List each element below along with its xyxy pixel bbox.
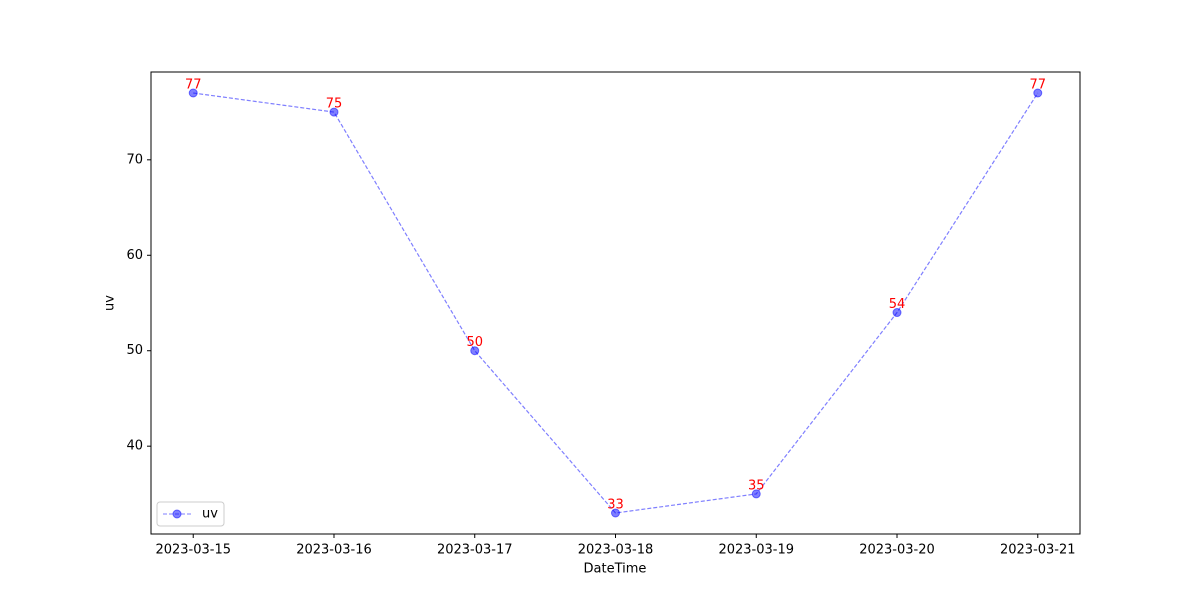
y-tick-label: 70 bbox=[126, 152, 143, 167]
legend-label: uv bbox=[202, 507, 218, 522]
legend-marker bbox=[172, 509, 182, 519]
value-label: 54 bbox=[889, 297, 906, 312]
y-tick-label: 60 bbox=[126, 248, 143, 263]
y-tick-label: 40 bbox=[126, 439, 143, 454]
value-label: 77 bbox=[1029, 78, 1046, 93]
x-tick-label: 2023-03-16 bbox=[296, 543, 372, 558]
point bbox=[329, 107, 339, 117]
point bbox=[188, 88, 198, 98]
point bbox=[751, 489, 761, 499]
x-tick-label: 2023-03-20 bbox=[859, 543, 935, 558]
value-label: 75 bbox=[326, 97, 343, 112]
point bbox=[470, 346, 480, 356]
point bbox=[611, 508, 620, 518]
value-label: 35 bbox=[748, 478, 765, 493]
point bbox=[892, 308, 902, 318]
plot-frame bbox=[150, 71, 1081, 535]
y-tick-label: 50 bbox=[126, 343, 143, 358]
y-axis-label: uv bbox=[103, 295, 118, 311]
x-tick-label: 2023-03-21 bbox=[1000, 543, 1076, 558]
x-axis-label: DateTime bbox=[584, 562, 647, 577]
value-label: 77 bbox=[185, 78, 202, 93]
x-tick-label: 2023-03-17 bbox=[437, 543, 513, 558]
x-tick-label: 2023-03-18 bbox=[578, 543, 654, 558]
x-tick-label: 2023-03-15 bbox=[155, 543, 231, 558]
value-label: 50 bbox=[466, 335, 483, 350]
x-tick-label: 2023-03-19 bbox=[718, 543, 794, 558]
point bbox=[1033, 88, 1043, 98]
value-label: 33 bbox=[607, 498, 624, 513]
